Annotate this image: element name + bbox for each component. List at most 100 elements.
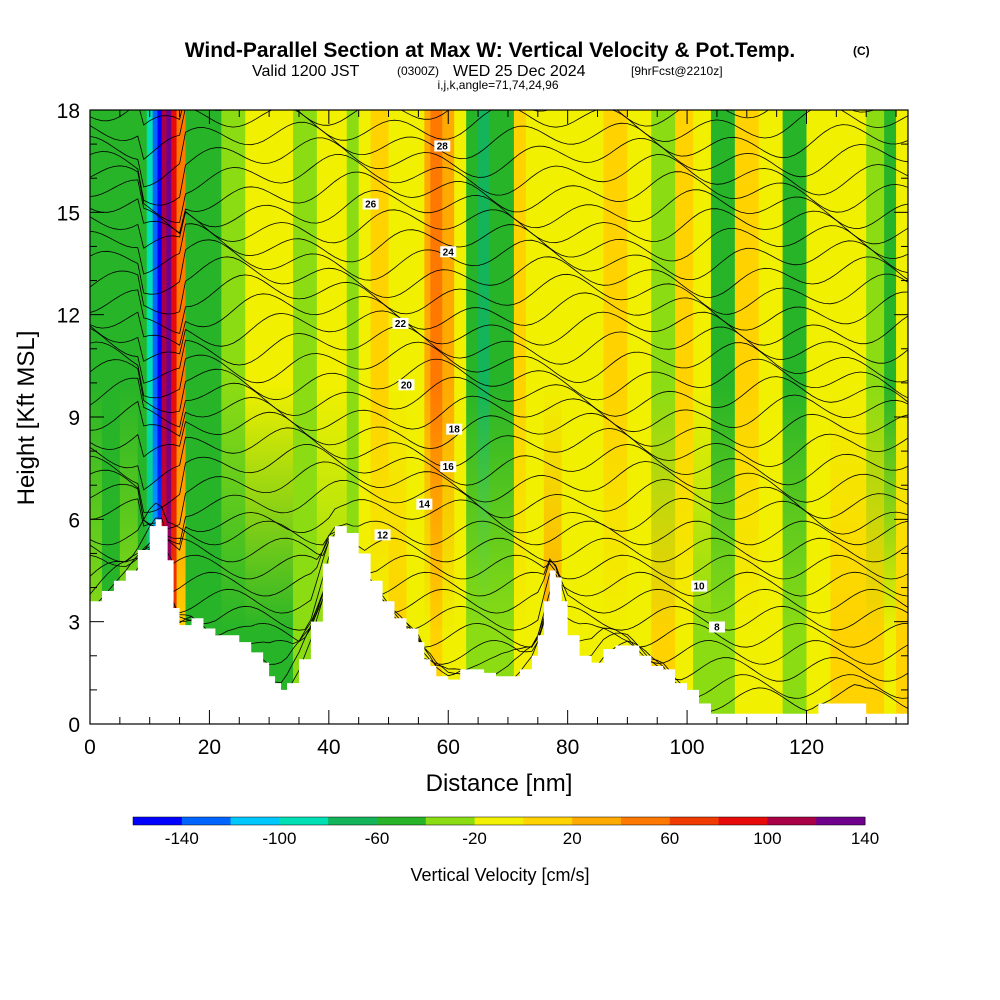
velocity-column (866, 110, 885, 724)
chart-title: Wind-Parallel Section at Max W: Vertical… (185, 39, 796, 62)
contour-label: 22 (395, 319, 407, 330)
colorbar-tick-label: 60 (660, 829, 679, 848)
contour-label-bg (691, 580, 708, 592)
theta-contour-line (90, 443, 908, 513)
theta-contour-line (90, 533, 908, 614)
y-axis-ticks: 0 3 6 9 12 15 18 (57, 100, 908, 737)
colorbar-swatch (572, 817, 622, 825)
theta-contour-line (90, 154, 908, 223)
theta-contour-line (90, 137, 908, 206)
contour-label-bg (440, 461, 457, 473)
x-tick-label: 20 (198, 736, 221, 759)
theta-contour-line (90, 110, 908, 161)
velocity-column (848, 110, 867, 724)
colorbar-swatch (181, 817, 232, 825)
contour-label: 18 (449, 425, 461, 436)
contour-label-bg (434, 140, 451, 152)
colorbar-swatch (474, 817, 524, 825)
theta-contour-line (90, 273, 908, 335)
velocity-column (370, 110, 390, 724)
theta-contour-line (90, 531, 908, 597)
velocity-column (734, 110, 760, 724)
colorbar-swatch (718, 817, 768, 825)
y-tick-label: 3 (68, 612, 80, 635)
theta-contour-line (90, 171, 908, 234)
velocity-column (579, 110, 605, 724)
colorbar-tick-label: 100 (753, 829, 781, 848)
theta-contour-line (90, 497, 908, 551)
colorbar-tick-label: 140 (851, 829, 879, 848)
contour-label-bg (416, 498, 433, 510)
colorbar-tick-label: -100 (262, 829, 296, 848)
velocity-column (424, 110, 431, 724)
velocity-column (185, 110, 199, 724)
colorbar-swatch (767, 817, 817, 825)
theta-contour-line (90, 411, 908, 458)
y-tick-label: 12 (57, 305, 80, 328)
contour-label-bg (446, 423, 463, 435)
y-tick-label: 6 (68, 509, 80, 532)
theta-contour-line (90, 341, 908, 399)
colorbar-swatch (669, 817, 720, 825)
contour-label-bg (392, 317, 409, 329)
theta-contour-line (90, 291, 908, 346)
colorbar-tick-label: -140 (165, 829, 199, 848)
velocity-column (269, 110, 294, 724)
velocity-column (651, 110, 676, 724)
y-tick-label: 0 (68, 714, 80, 737)
velocity-column (501, 110, 515, 724)
theta-contour-line (90, 535, 908, 580)
colorbar-swatch (279, 817, 329, 825)
velocity-column (782, 110, 808, 724)
colorbar-swatch (377, 817, 427, 825)
colorbar-title: Vertical Velocity [cm/s] (410, 865, 589, 885)
velocity-column (406, 110, 425, 724)
contour-label: 24 (443, 247, 455, 258)
y-tick-label: 15 (57, 202, 80, 225)
vertical-velocity-field: 28 26 24 22 20 18 16 14 12 10 8 (90, 110, 908, 724)
theta-contour-line (90, 502, 908, 546)
theta-contour-line (90, 310, 908, 362)
subtitle-fcst: [9hrFcst@2210z] (631, 64, 723, 78)
contour-label: 20 (401, 380, 413, 391)
x-tick-label: 120 (789, 736, 824, 759)
velocity-column (176, 110, 187, 724)
colorbar-tick-label: 20 (563, 829, 582, 848)
velocity-column (627, 110, 652, 724)
y-tick-label: 18 (57, 100, 80, 123)
contour-label-bg (362, 198, 379, 210)
chart-subtitle: Valid 1200 JST (0300Z) WED 25 Dec 2024 [… (252, 63, 723, 80)
theta-contour-line (90, 427, 908, 491)
contour-label: 14 (419, 500, 431, 511)
theta-contour-line (90, 394, 908, 437)
colorbar-swatch (133, 817, 183, 825)
theta-contour-line (90, 121, 908, 188)
velocity-column (101, 110, 121, 724)
subtitle-date: WED 25 Dec 2024 (453, 63, 586, 80)
subtitle-indices: i,j,k,angle=71,74,24,96 (437, 78, 558, 92)
contour-label: 12 (377, 530, 389, 541)
colorbar-swatch (523, 817, 573, 825)
velocity-column (490, 110, 503, 724)
colorbar-tick-label: -60 (365, 829, 390, 848)
x-axis-label: Distance [nm] (426, 770, 573, 797)
theta-contour-line (90, 461, 908, 530)
x-tick-label: 100 (670, 736, 705, 759)
theta-contour-line (90, 479, 908, 545)
velocity-column (152, 110, 159, 724)
theta-contour-line (90, 541, 908, 631)
contour-label-bg (374, 529, 391, 541)
contour-label: 10 (693, 582, 705, 593)
velocity-column (466, 110, 479, 724)
velocity-column (245, 110, 270, 724)
x-tick-label: 80 (556, 736, 579, 759)
subtitle-valid: Valid 1200 JST (252, 63, 360, 80)
velocity-column (806, 110, 831, 724)
colorbar-swatch (425, 817, 476, 825)
theta-contour-line (90, 358, 908, 413)
velocity-column (758, 110, 784, 724)
x-tick-label: 40 (317, 736, 340, 759)
velocity-column (221, 110, 246, 724)
contour-labels: 28 26 24 22 20 18 16 14 12 10 8 (362, 140, 725, 633)
velocity-column (430, 110, 437, 724)
